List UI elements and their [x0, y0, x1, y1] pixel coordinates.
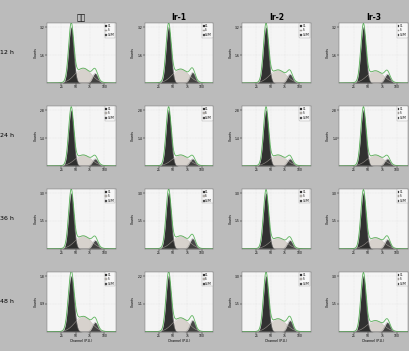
- Text: 48 h: 48 h: [0, 299, 14, 304]
- Legend: G1, S, G2/M: G1, S, G2/M: [299, 23, 309, 38]
- Legend: G1, S, G2/M: G1, S, G2/M: [201, 106, 212, 120]
- Title: 对照: 对照: [76, 13, 86, 22]
- Title: Ir-2: Ir-2: [268, 13, 283, 22]
- X-axis label: Channel (P.U.): Channel (P.U.): [362, 339, 384, 343]
- Legend: G1, S, G2/M: G1, S, G2/M: [396, 106, 407, 120]
- Title: Ir-3: Ir-3: [365, 13, 380, 22]
- Legend: G1, S, G2/M: G1, S, G2/M: [104, 106, 115, 120]
- Legend: G1, S, G2/M: G1, S, G2/M: [299, 189, 309, 204]
- Legend: G1, S, G2/M: G1, S, G2/M: [104, 23, 115, 38]
- Y-axis label: Counts: Counts: [131, 130, 135, 141]
- Legend: G1, S, G2/M: G1, S, G2/M: [299, 106, 309, 120]
- Text: 24 h: 24 h: [0, 133, 14, 138]
- Y-axis label: Counts: Counts: [325, 47, 329, 58]
- Y-axis label: Counts: Counts: [326, 130, 329, 141]
- Y-axis label: Counts: Counts: [228, 213, 232, 224]
- Y-axis label: Counts: Counts: [228, 296, 232, 307]
- Y-axis label: Counts: Counts: [34, 213, 38, 224]
- Y-axis label: Counts: Counts: [34, 296, 38, 307]
- Legend: G1, S, G2/M: G1, S, G2/M: [201, 23, 212, 38]
- Legend: G1, S, G2/M: G1, S, G2/M: [201, 272, 212, 286]
- Y-axis label: Counts: Counts: [228, 130, 232, 141]
- Y-axis label: Counts: Counts: [228, 47, 232, 58]
- Y-axis label: Counts: Counts: [325, 213, 329, 224]
- Legend: G1, S, G2/M: G1, S, G2/M: [396, 272, 407, 286]
- Legend: G1, S, G2/M: G1, S, G2/M: [104, 272, 115, 286]
- Y-axis label: Counts: Counts: [325, 296, 329, 307]
- Legend: G1, S, G2/M: G1, S, G2/M: [104, 189, 115, 204]
- Text: 36 h: 36 h: [0, 216, 14, 221]
- Y-axis label: Counts: Counts: [34, 130, 38, 141]
- Y-axis label: Counts: Counts: [131, 213, 135, 224]
- Legend: G1, S, G2/M: G1, S, G2/M: [299, 272, 309, 286]
- Legend: G1, S, G2/M: G1, S, G2/M: [396, 189, 407, 204]
- Text: 12 h: 12 h: [0, 50, 14, 55]
- Y-axis label: Counts: Counts: [131, 47, 135, 58]
- X-axis label: Channel (P.U.): Channel (P.U.): [70, 339, 92, 343]
- X-axis label: Channel (P.U.): Channel (P.U.): [167, 339, 190, 343]
- Title: Ir-1: Ir-1: [171, 13, 186, 22]
- Legend: G1, S, G2/M: G1, S, G2/M: [396, 23, 407, 38]
- Y-axis label: Counts: Counts: [34, 47, 38, 58]
- X-axis label: Channel (P.U.): Channel (P.U.): [264, 339, 287, 343]
- Legend: G1, S, G2/M: G1, S, G2/M: [201, 189, 212, 204]
- Y-axis label: Counts: Counts: [131, 296, 135, 307]
